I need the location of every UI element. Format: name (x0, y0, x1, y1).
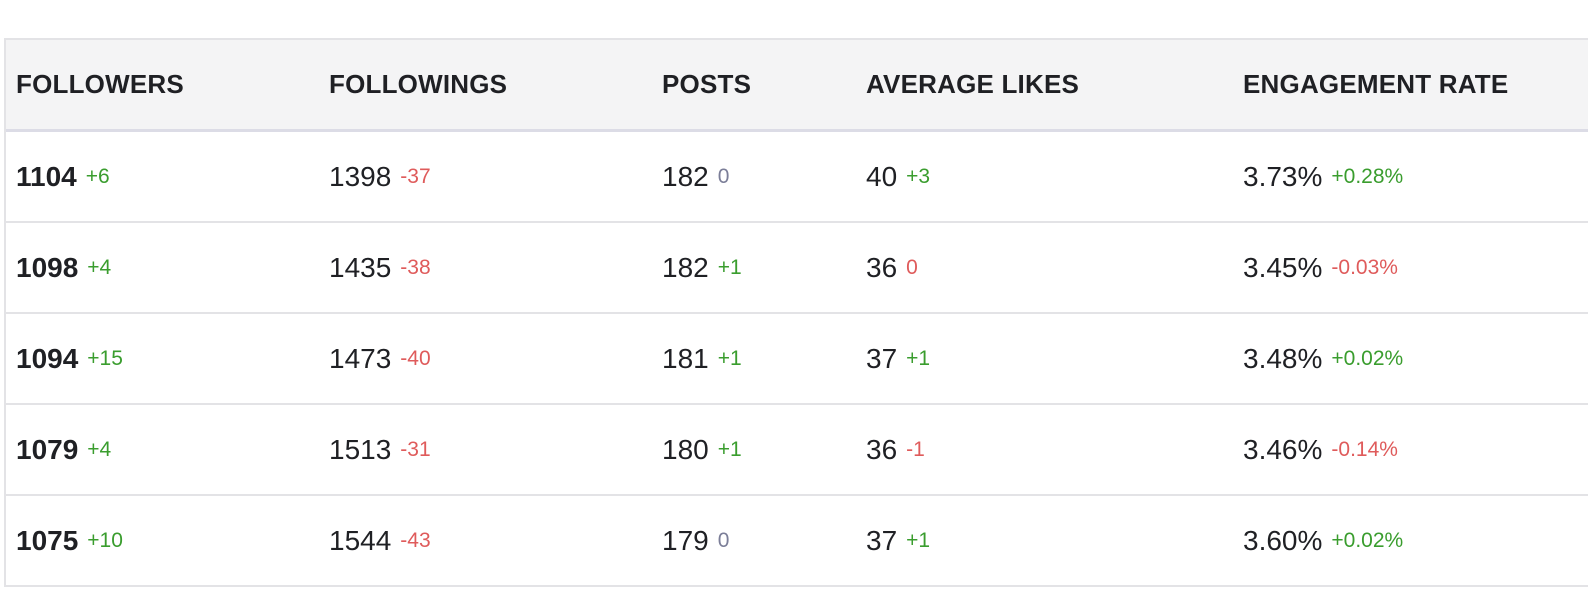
cell-change: 0 (906, 255, 918, 279)
column-header: POSTS (662, 69, 752, 99)
table-cell: 3.45% -0.03% (1243, 223, 1398, 312)
table-cell: 37 +1 (866, 496, 930, 585)
table-cell: 1473 -40 (329, 314, 431, 403)
cell-change: -31 (400, 437, 431, 461)
cell-value: 180 (662, 433, 709, 465)
table-cell: 179 0 (662, 496, 729, 585)
cell-change: -1 (906, 437, 925, 461)
table-cell: 37 +1 (866, 314, 930, 403)
column-header: FOLLOWINGS (329, 69, 508, 99)
cell-value: 1079 (16, 433, 79, 465)
cell-value: 182 (662, 160, 709, 192)
table-cell: 36 -1 (866, 405, 925, 494)
table-cell: 1398 -37 (329, 132, 431, 221)
cell-value: 3.60% (1243, 524, 1323, 556)
cell-change: +0.02% (1331, 528, 1404, 552)
cell-value: 1513 (329, 433, 392, 465)
cell-change: +15 (87, 346, 123, 370)
cell-change: +1 (906, 528, 931, 552)
cell-change: +1 (906, 346, 931, 370)
cell-change: 0 (717, 528, 730, 552)
table-cell: 36 0 (866, 223, 918, 312)
cell-change: +0.28% (1331, 164, 1404, 188)
cell-value: 36 (866, 251, 898, 283)
cell-value: 3.48% (1243, 342, 1323, 374)
cell-change: +0.02% (1331, 346, 1404, 370)
table-cell: 3.48% +0.02% (1243, 314, 1403, 403)
table-row: 1094 +15 1473 -40 181 +1 37 +1 3.48% +0.02% (6, 314, 1588, 405)
cell-change: 0 (717, 164, 730, 188)
cell-value: 181 (662, 342, 709, 374)
table-cell: 181 +1 (662, 314, 742, 403)
cell-value: 179 (662, 524, 709, 556)
cell-change: +4 (87, 437, 112, 461)
table-cell: 182 0 (662, 132, 729, 221)
cell-value: 182 (662, 251, 709, 283)
table-cell: 180 +1 (662, 405, 742, 494)
cell-value: 40 (866, 160, 898, 192)
cell-change: -37 (400, 164, 431, 188)
cell-value: 1104 (16, 160, 77, 192)
cell-value: 3.45% (1243, 251, 1323, 283)
column-header: AVERAGE LIKES (866, 69, 1080, 99)
table-cell: 1094 +15 (16, 314, 123, 403)
cell-change: +10 (87, 528, 123, 552)
table-cell: 40 +3 (866, 132, 930, 221)
cell-change: +1 (717, 437, 742, 461)
cell-change: +1 (717, 346, 742, 370)
cell-value: 1473 (329, 342, 392, 374)
cell-value: 1075 (16, 524, 79, 556)
cell-change: +6 (85, 164, 110, 188)
table-cell: 3.60% +0.02% (1243, 496, 1403, 585)
cell-change: -40 (400, 346, 431, 370)
table-cell: 182 +1 (662, 223, 742, 312)
stats-table: FOLLOWERS FOLLOWINGS POSTS AVERAGE LIKES ENG… (4, 38, 1588, 587)
cell-change: -0.03% (1331, 255, 1398, 279)
cell-value: 1398 (329, 160, 392, 192)
cell-change: -38 (400, 255, 431, 279)
cell-change: +4 (87, 255, 112, 279)
table-cell: 1544 -43 (329, 496, 431, 585)
cell-value: 36 (866, 433, 898, 465)
cell-change: +1 (717, 255, 742, 279)
cell-value: 1094 (16, 342, 79, 374)
table-cell: 1104 +6 (16, 132, 110, 221)
cell-value: 1435 (329, 251, 392, 283)
table-row: 1098 +4 1435 -38 182 +1 36 0 3.45% -0.03% (6, 223, 1588, 314)
table-cell: 1079 +4 (16, 405, 111, 494)
cell-change: -43 (400, 528, 431, 552)
table-cell: 1098 +4 (16, 223, 111, 312)
table-cell: 1075 +10 (16, 496, 123, 585)
table-row: 1104 +6 1398 -37 182 0 40 +3 3.73% +0.28% (6, 132, 1588, 223)
cell-value: 37 (866, 524, 898, 556)
cell-value: 3.73% (1243, 160, 1323, 192)
column-header: ENGAGEMENT RATE (1243, 69, 1509, 99)
table-cell: 1513 -31 (329, 405, 431, 494)
table-cell: 3.73% +0.28% (1243, 132, 1403, 221)
table-header: FOLLOWERS FOLLOWINGS POSTS AVERAGE LIKES ENG… (6, 38, 1588, 132)
cell-change: +3 (906, 164, 931, 188)
table-row: 1079 +4 1513 -31 180 +1 36 -1 3.46% -0.14% (6, 405, 1588, 496)
table-row: 1075 +10 1544 -43 179 0 37 +1 3.60% +0.02% (6, 496, 1588, 587)
cell-value: 1098 (16, 251, 79, 283)
table-cell: 1435 -38 (329, 223, 431, 312)
cell-value: 3.46% (1243, 433, 1323, 465)
cell-value: 37 (866, 342, 898, 374)
table-cell: 3.46% -0.14% (1243, 405, 1398, 494)
column-header: FOLLOWERS (16, 69, 184, 99)
cell-change: -0.14% (1331, 437, 1398, 461)
cell-value: 1544 (329, 524, 392, 556)
